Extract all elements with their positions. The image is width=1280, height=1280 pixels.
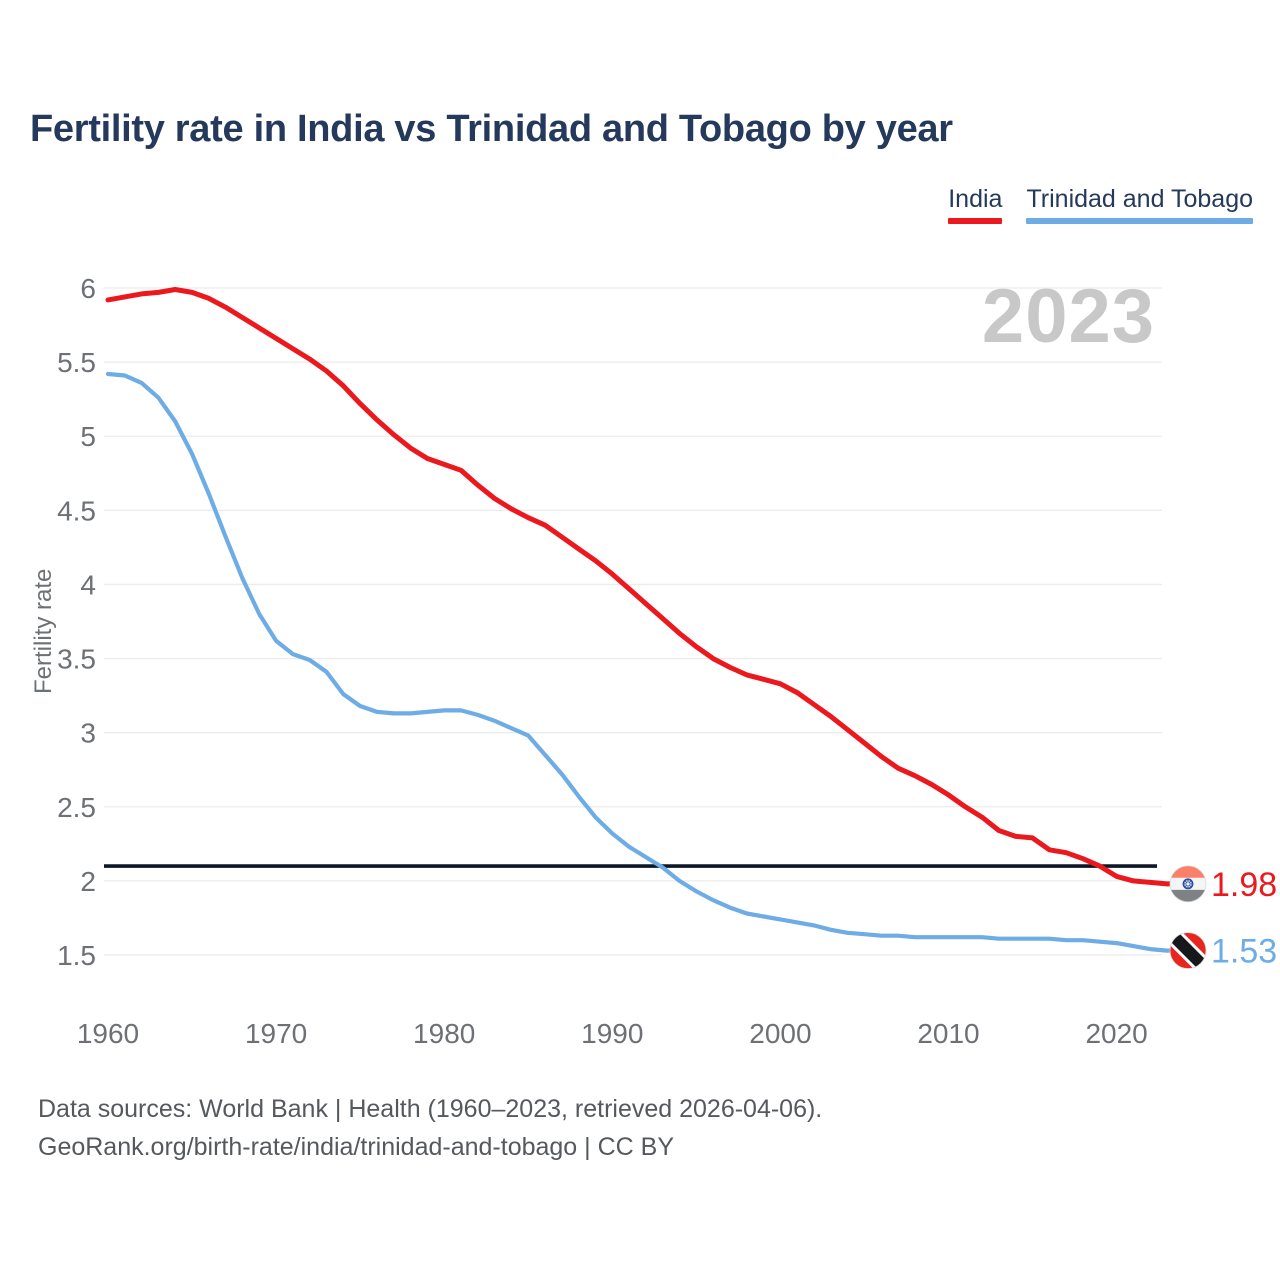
y-tick-label: 5 — [80, 421, 96, 452]
y-tick-label: 4 — [80, 569, 96, 600]
x-tick-label: 2000 — [749, 1018, 811, 1049]
trinidad-and-tobago-end-value: 1.53 — [1211, 933, 1277, 971]
legend-item-india[interactable]: India — [948, 185, 1003, 224]
y-tick-label: 2 — [80, 866, 96, 897]
x-tick-label: 1970 — [245, 1018, 307, 1049]
x-tick-label: 1960 — [77, 1018, 139, 1049]
india-flag-icon — [1170, 865, 1206, 902]
y-tick-label: 2.5 — [57, 792, 96, 823]
page-title: Fertility rate in India vs Trinidad and … — [30, 108, 953, 150]
legend: India Trinidad and Tobago — [948, 185, 1253, 224]
x-tick-label: 2010 — [917, 1018, 979, 1049]
legend-item-trinidad-and-tobago[interactable]: Trinidad and Tobago — [1026, 185, 1253, 224]
x-tick-label: 1980 — [413, 1018, 475, 1049]
y-tick-label: 6 — [80, 273, 96, 304]
y-tick-label: 1.5 — [57, 940, 96, 971]
footer-attribution: GeoRank.org/birth-rate/india/trinidad-an… — [38, 1133, 674, 1161]
legend-label-india: India — [948, 185, 1003, 213]
footer-sources: Data sources: World Bank | Health (1960–… — [38, 1095, 823, 1123]
y-tick-label: 3 — [80, 718, 96, 749]
trinidad-and-tobago-line — [105, 371, 1170, 953]
x-tick-label: 1990 — [581, 1018, 643, 1049]
trinidad-and-tobago-flag-border — [1169, 932, 1207, 969]
y-tick-label: 3.5 — [57, 644, 96, 675]
y-tick-label: 5.5 — [57, 347, 96, 378]
india-flag-border — [1169, 865, 1207, 903]
y-tick-label: 4.5 — [57, 495, 96, 526]
india-end-value: 1.98 — [1211, 866, 1277, 904]
legend-swatch-trinidad-and-tobago — [1026, 218, 1253, 224]
footer: Data sources: World Bank | Health (1960–… — [38, 1090, 822, 1166]
india-line — [105, 287, 1170, 887]
fertility-line-chart: 6 5.5 5 4.5 4 3.5 3 2.5 2 1.5 1960 1970 1980 1990 2000… — [57, 273, 1277, 1049]
x-tick-label: 2020 — [1085, 1018, 1147, 1049]
legend-swatch-india — [948, 218, 1003, 224]
legend-label-trinidad-and-tobago: Trinidad and Tobago — [1026, 185, 1253, 213]
